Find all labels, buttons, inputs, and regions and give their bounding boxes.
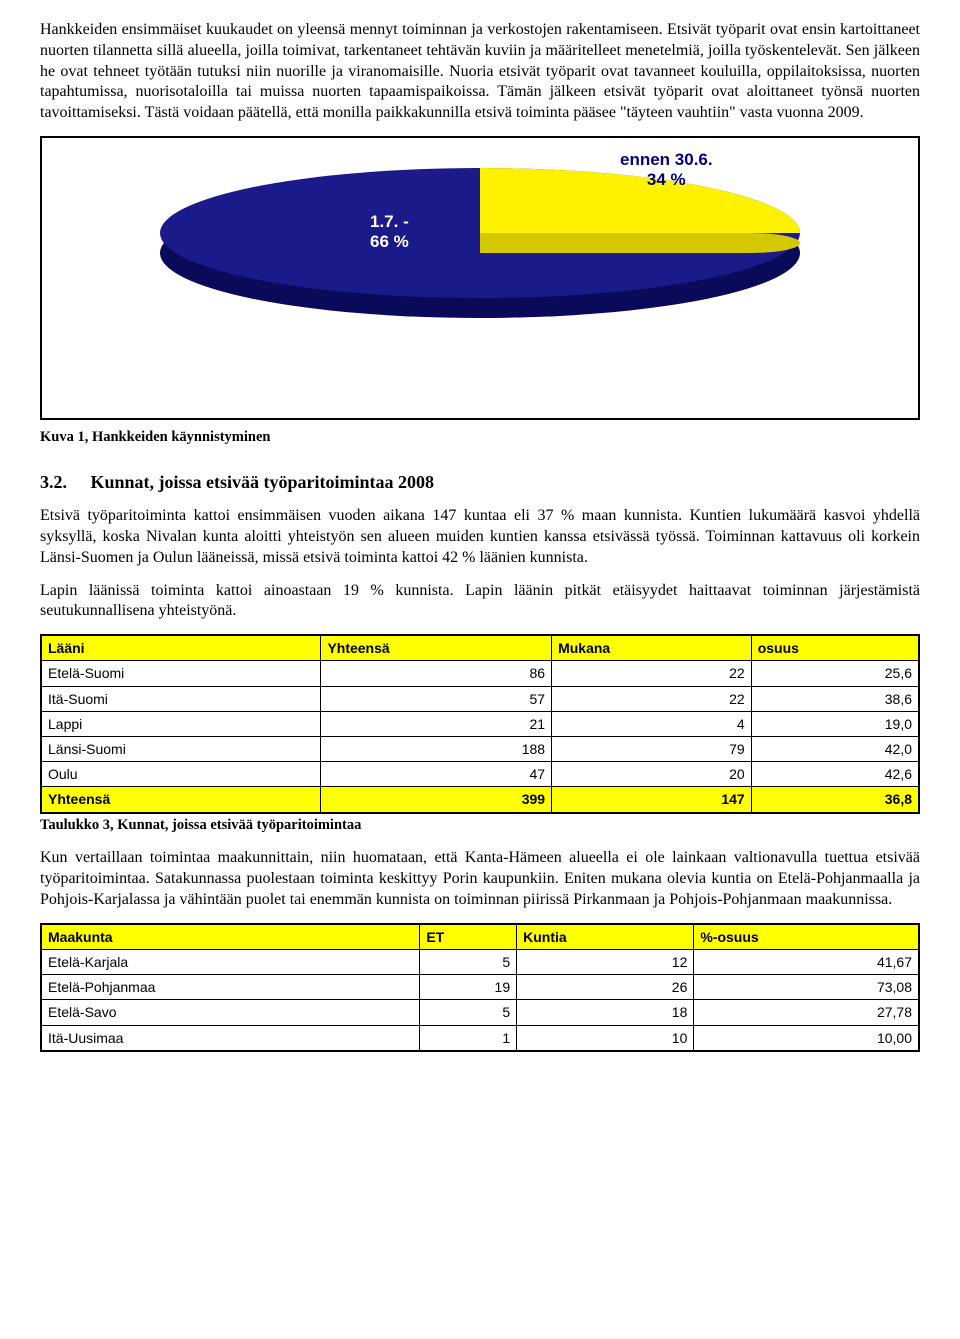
table-row: Itä-Uusimaa11010,00 — [41, 1025, 919, 1051]
table-cell: 22 — [552, 686, 752, 711]
table-cell: 4 — [552, 711, 752, 736]
pie-label-blue-line2: 66 % — [370, 232, 409, 251]
table-cell: Etelä-Savo — [41, 1000, 420, 1025]
table-header-cell: Yhteensä — [321, 635, 552, 661]
table-cell: 19 — [420, 975, 517, 1000]
table-header-cell: %-osuus — [694, 924, 919, 950]
table-cell: 21 — [321, 711, 552, 736]
table-header-cell: osuus — [751, 635, 919, 661]
table-cell: 20 — [552, 762, 752, 787]
table-cell: 57 — [321, 686, 552, 711]
pie-label-yellow-line2: 34 % — [647, 170, 686, 189]
table-cell: 22 — [552, 661, 752, 686]
table-cell: 42,0 — [751, 736, 919, 761]
table-header-cell: ET — [420, 924, 517, 950]
table-cell: Etelä-Karjala — [41, 949, 420, 974]
figure-caption-1: Kuva 1, Hankkeiden käynnistyminen — [40, 428, 920, 447]
laani-table: LääniYhteensäMukanaosuusEtelä-Suomi86222… — [40, 634, 920, 813]
table-cell: 12 — [517, 949, 694, 974]
table-cell: 73,08 — [694, 975, 919, 1000]
table-cell: 5 — [420, 949, 517, 974]
table-header-cell: Kuntia — [517, 924, 694, 950]
section-title: Kunnat, joissa etsivää työparitoimintaa … — [91, 472, 435, 492]
table-cell: 27,78 — [694, 1000, 919, 1025]
table-cell: 79 — [552, 736, 752, 761]
table-cell: 188 — [321, 736, 552, 761]
table-total-cell: 399 — [321, 787, 552, 813]
table-cell: 10,00 — [694, 1025, 919, 1051]
table-cell: 41,67 — [694, 949, 919, 974]
table-total-cell: Yhteensä — [41, 787, 321, 813]
pie-label-blue-line1: 1.7. - — [370, 212, 409, 231]
pie-yellow-side — [480, 233, 800, 253]
table-cell: 5 — [420, 1000, 517, 1025]
pie-chart-frame: 1.7. - 66 % ennen 30.6. 34 % — [40, 136, 920, 420]
table-header-cell: Maakunta — [41, 924, 420, 950]
table-row: Länsi-Suomi1887942,0 — [41, 736, 919, 761]
table-caption-1: Taulukko 3, Kunnat, joissa etsivää työpa… — [40, 816, 920, 835]
table-total-row: Yhteensä39914736,8 — [41, 787, 919, 813]
table-cell: 42,6 — [751, 762, 919, 787]
table-cell: Itä-Uusimaa — [41, 1025, 420, 1051]
table-row: Etelä-Pohjanmaa192673,08 — [41, 975, 919, 1000]
table-header-cell: Mukana — [552, 635, 752, 661]
table-cell: Länsi-Suomi — [41, 736, 321, 761]
table-cell: Etelä-Suomi — [41, 661, 321, 686]
table-row: Etelä-Karjala51241,67 — [41, 949, 919, 974]
table-cell: 19,0 — [751, 711, 919, 736]
section-paragraph-1: Etsivä työparitoiminta kattoi ensimmäise… — [40, 506, 920, 568]
table-cell: 1 — [420, 1025, 517, 1051]
intro-paragraph: Hankkeiden ensimmäiset kuukaudet on ylee… — [40, 20, 920, 124]
pie-label-blue: 1.7. - 66 % — [370, 212, 409, 253]
table-row: Itä-Suomi572238,6 — [41, 686, 919, 711]
section-number: 3.2. — [40, 471, 86, 494]
section-heading: 3.2. Kunnat, joissa etsivää työparitoimi… — [40, 471, 920, 494]
table-row: Etelä-Savo51827,78 — [41, 1000, 919, 1025]
section-paragraph-2: Lapin läänissä toiminta kattoi ainoastaa… — [40, 581, 920, 623]
table-cell: 25,6 — [751, 661, 919, 686]
section-paragraph-3: Kun vertaillaan toimintaa maakunnittain,… — [40, 848, 920, 910]
pie-label-yellow: ennen 30.6. 34 % — [620, 150, 713, 191]
table-total-cell: 36,8 — [751, 787, 919, 813]
table-cell: Itä-Suomi — [41, 686, 321, 711]
pie-label-yellow-line1: ennen 30.6. — [620, 150, 713, 169]
table-row: Oulu472042,6 — [41, 762, 919, 787]
table-cell: 47 — [321, 762, 552, 787]
table-cell: Etelä-Pohjanmaa — [41, 975, 420, 1000]
table-row: Etelä-Suomi862225,6 — [41, 661, 919, 686]
table-cell: 10 — [517, 1025, 694, 1051]
table-row: Lappi21419,0 — [41, 711, 919, 736]
table-total-cell: 147 — [552, 787, 752, 813]
table-cell: 38,6 — [751, 686, 919, 711]
table-cell: 86 — [321, 661, 552, 686]
table-cell: 26 — [517, 975, 694, 1000]
table-cell: Lappi — [41, 711, 321, 736]
table-cell: Oulu — [41, 762, 321, 787]
pie-chart: 1.7. - 66 % ennen 30.6. 34 % — [160, 168, 800, 328]
table-header-cell: Lääni — [41, 635, 321, 661]
table-cell: 18 — [517, 1000, 694, 1025]
maakunta-table: MaakuntaETKuntia%-osuusEtelä-Karjala5124… — [40, 923, 920, 1052]
